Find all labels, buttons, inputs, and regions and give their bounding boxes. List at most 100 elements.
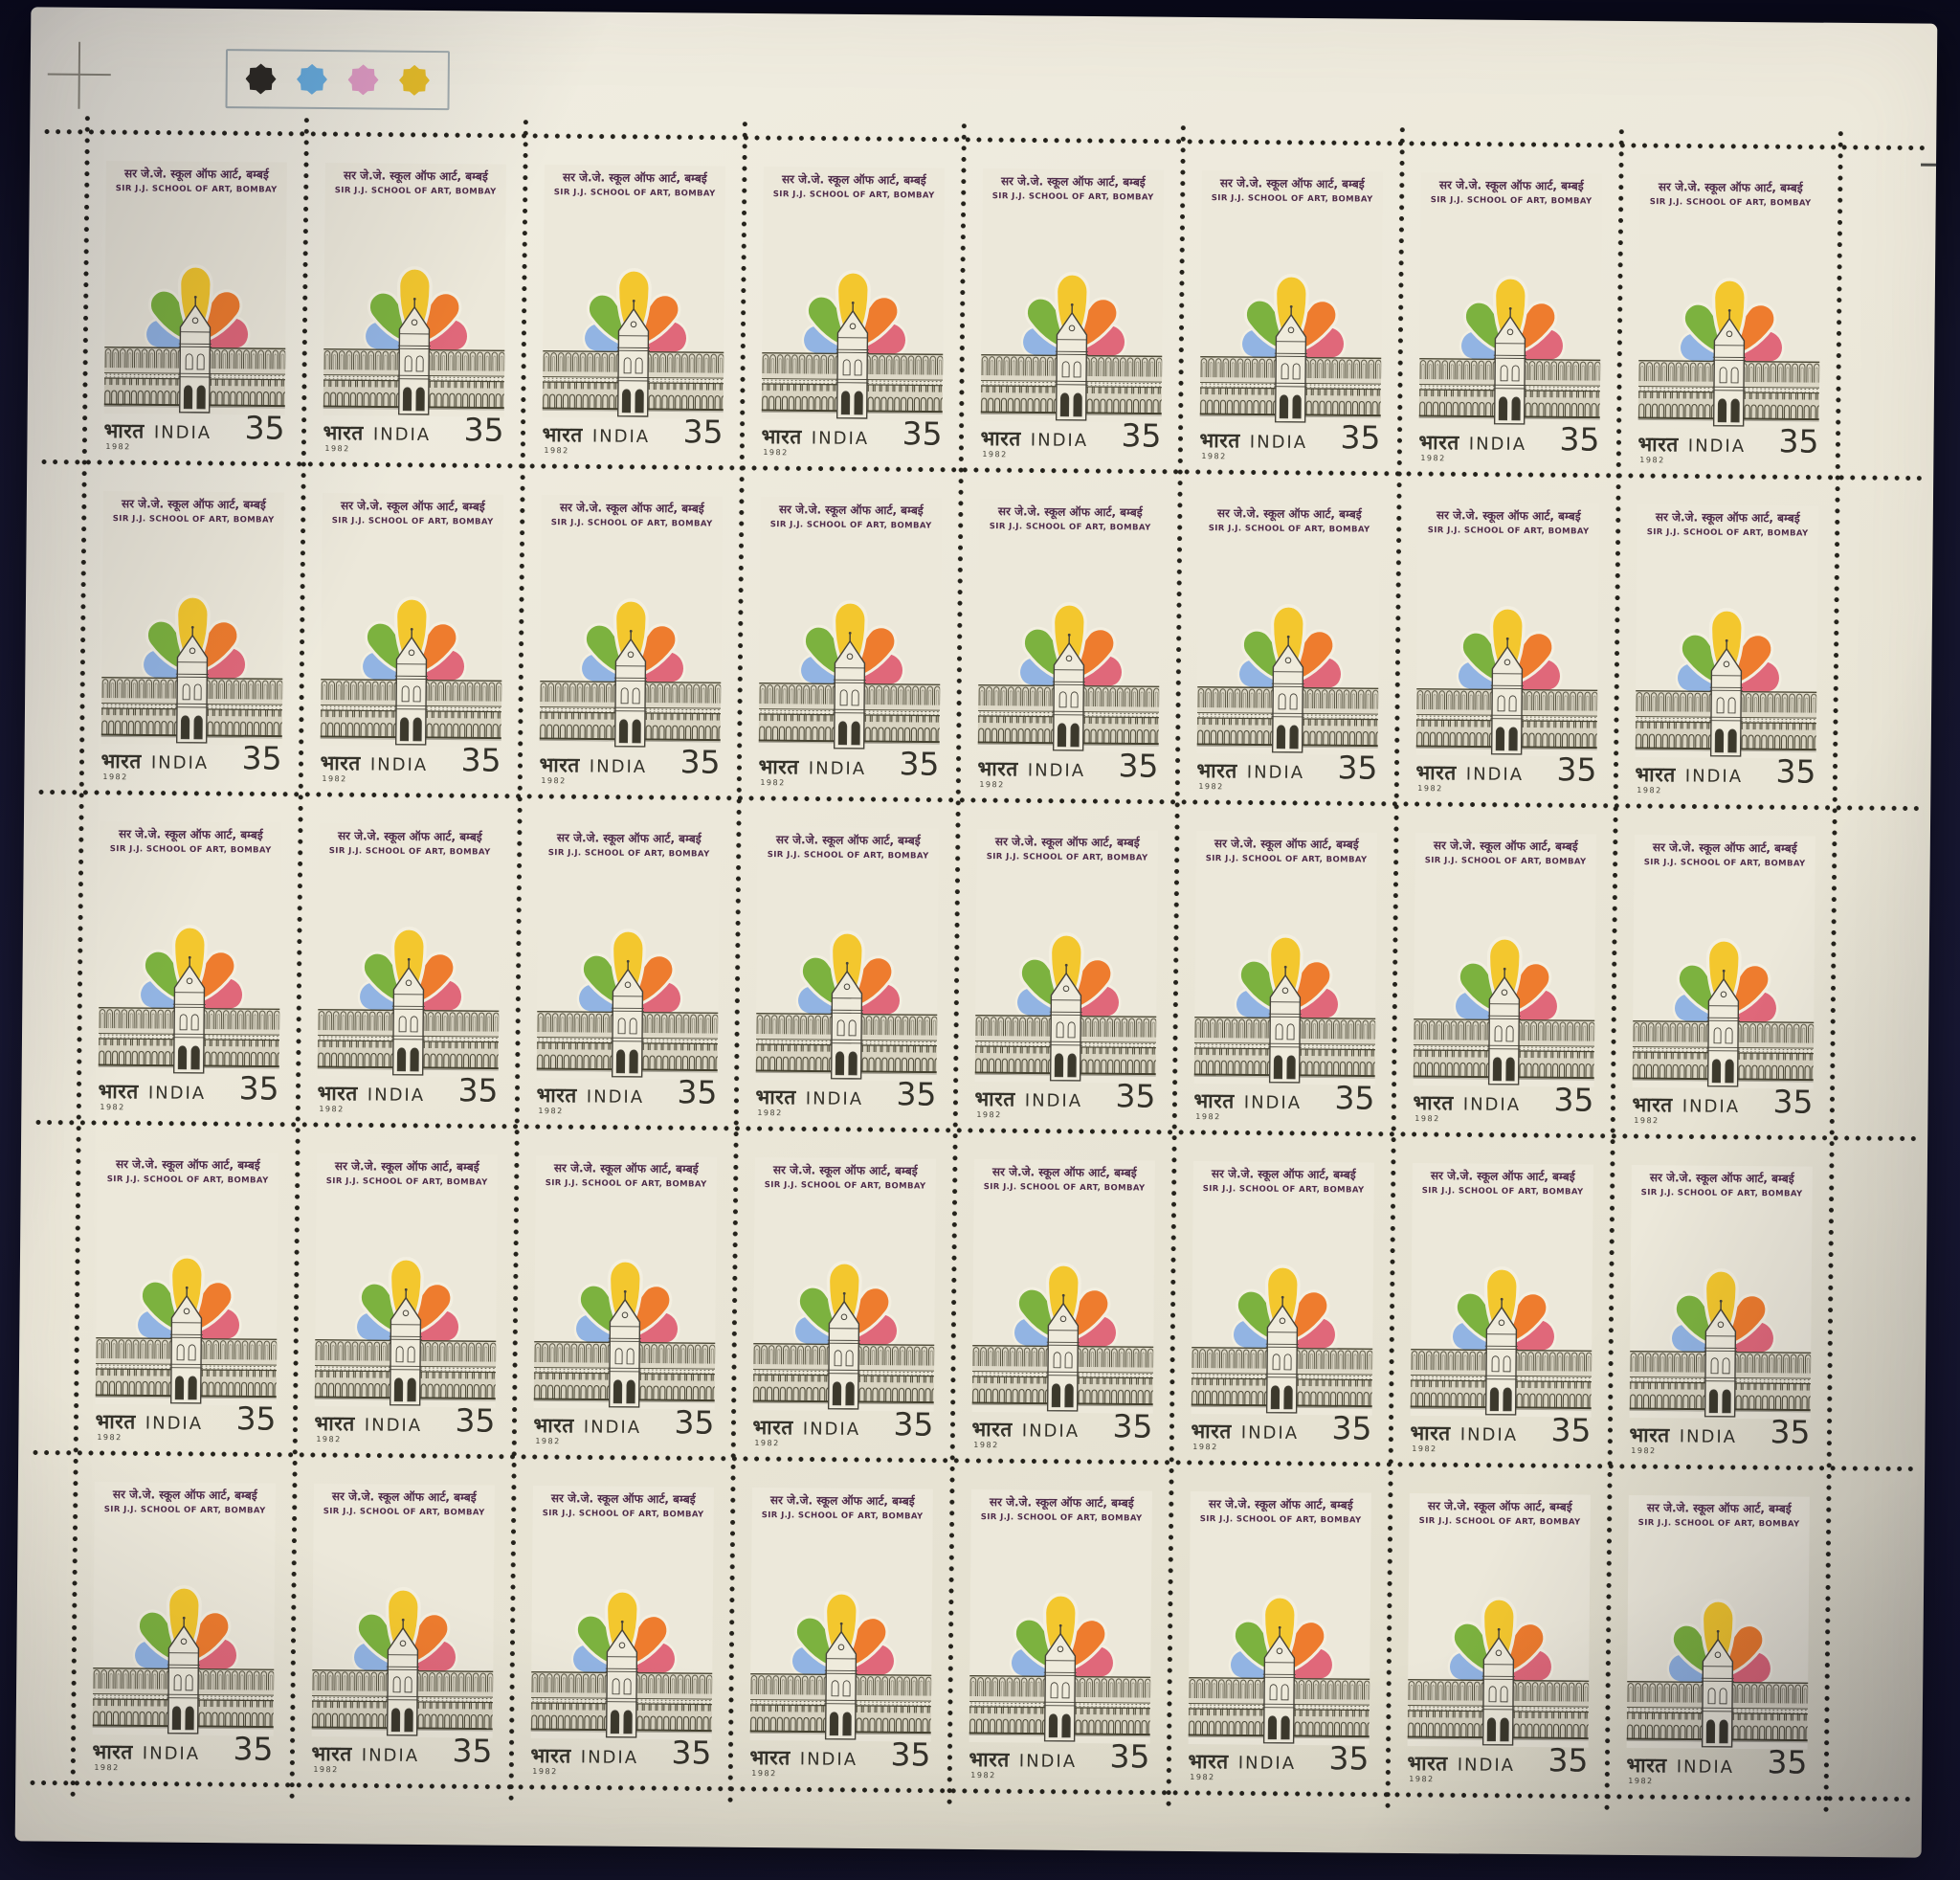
stamp-english-title: SIR J.J. SCHOOL OF ART, BOMBAY <box>331 516 494 527</box>
stamp-english-title: SIR J.J. SCHOOL OF ART, BOMBAY <box>1640 1188 1803 1199</box>
stamp-country-english: INDIA <box>150 752 210 773</box>
stamp-english-title: SIR J.J. SCHOOL OF ART, BOMBAY <box>115 184 278 195</box>
stamp-country: भारत INDIA <box>317 1080 425 1108</box>
stamp-denomination-band: भारत INDIA 35 1982 <box>530 1734 711 1786</box>
stamp-english-title: SIR J.J. SCHOOL OF ART, BOMBAY <box>980 1512 1143 1524</box>
stamp-year: 1982 <box>1417 784 1443 794</box>
stamp-country-hindi: भारत <box>1188 1749 1229 1774</box>
stamp: सर जे.जे. स्कूल ऑफ आर्ट, बम्बई SIR J.J. … <box>73 1453 295 1785</box>
stamp-denomination-band: भारत INDIA 35 1982 <box>1188 1739 1369 1792</box>
stamp-design: सर जे.जे. स्कूल ऑफ आर्ट, बम्बई SIR J.J. … <box>97 821 282 1076</box>
stamp: सर जे.जे. स्कूल ऑफ आर्ट, बम्बई SIR J.J. … <box>1169 1463 1391 1795</box>
stamp-english-title: SIR J.J. SCHOOL OF ART, BOMBAY <box>772 190 935 201</box>
stamp-english-title: SIR J.J. SCHOOL OF ART, BOMBAY <box>328 846 491 858</box>
stamp-design: सर जे.जे. स्कूल ऑफ आर्ट, बम्बई SIR J.J. … <box>1625 1494 1811 1750</box>
stamp-country: भारत INDIA <box>1637 431 1746 459</box>
stamp-country-english: INDIA <box>1687 436 1747 457</box>
stamp-country: भारत INDIA <box>320 750 428 777</box>
stamp-denomination-band: भारत INDIA 35 1982 <box>755 1075 936 1128</box>
stamp-country: भारत INDIA <box>314 1410 422 1438</box>
stamp-denomination: 35 <box>457 1071 499 1109</box>
stamp-country-hindi: भारत <box>758 755 799 779</box>
stamp-english-title: SIR J.J. SCHOOL OF ART, BOMBAY <box>323 1507 485 1518</box>
stamp-country-english: INDIA <box>1030 430 1089 452</box>
stamp-artwork <box>313 1256 499 1408</box>
stamp-denomination: 35 <box>902 414 943 453</box>
stamp-english-title: SIR J.J. SCHOOL OF ART, BOMBAY <box>1649 197 1812 209</box>
stamp-english-title: SIR J.J. SCHOOL OF ART, BOMBAY <box>106 1175 269 1186</box>
stamp-country-english: INDIA <box>367 1085 426 1106</box>
stamp-country-hindi: भारत <box>92 1739 133 1764</box>
stamp-denomination-band: भारत INDIA 35 1982 <box>977 747 1158 799</box>
stamp: सर जे.जे. स्कूल ऑफ आर्ट, बम्बई SIR J.J. … <box>303 134 525 466</box>
stamp-year: 1982 <box>754 1438 780 1448</box>
stamp: सर जे.जे. स्कूल ऑफ आर्ट, बम्बई SIR J.J. … <box>520 466 742 798</box>
stamp-year: 1982 <box>316 1435 342 1444</box>
stamp: सर जे.जे. स्कूल ऑफ आर्ट, बम्बई SIR J.J. … <box>84 132 306 464</box>
stamp-country-hindi: भारत <box>749 1745 791 1770</box>
stamp-country-hindi: भारत <box>311 1741 352 1766</box>
stamp-design: सर जे.जे. स्कूल ऑफ आर्ट, बम्बई SIR J.J. … <box>102 161 288 415</box>
stamp-hindi-title: सर जे.जे. स्कूल ऑफ आर्ट, बम्बई <box>331 1489 477 1505</box>
stamp-denomination-band: भारत INDIA 35 1982 <box>92 1730 273 1782</box>
stamp-country-hindi: भारत <box>317 1081 358 1106</box>
stamp-hindi-title: सर जे.जे. स्कूल ऑफ आर्ट, बम्बई <box>123 167 269 182</box>
stamp-year: 1982 <box>1634 1116 1659 1126</box>
stamp-english-title: SIR J.J. SCHOOL OF ART, BOMBAY <box>103 1505 266 1516</box>
stamp-country-hindi: भारत <box>542 423 583 447</box>
stamp-country-english: INDIA <box>808 758 867 779</box>
stamp-country: भारत INDIA <box>980 425 1088 453</box>
stamp-design: सर जे.जे. स्कूल ऑफ आर्ट, बम्बई SIR J.J. … <box>1187 1490 1372 1746</box>
stamp-hindi-title: सर जे.जे. स्कूल ऑफ आर्ट, बम्बई <box>556 831 702 846</box>
stamp: सर जे.जे. स्कूल ऑफ आर्ट, बम्बई SIR J.J. … <box>742 138 964 470</box>
stamp-country-hindi: भारत <box>1415 761 1457 785</box>
stamp-artwork <box>1187 1594 1372 1746</box>
stamp-design: सर जे.जे. स्कूल ऑफ आर्ट, बम्बई SIR J.J. … <box>1412 833 1597 1087</box>
stamp-artwork <box>1190 1264 1375 1416</box>
stamp-year: 1982 <box>763 448 789 458</box>
stamp-year: 1982 <box>1198 782 1224 792</box>
stamp-denomination: 35 <box>1772 1083 1814 1121</box>
stamp: सर जे.जे. स्कूल ऑफ आर्ट, बम्बई SIR J.J. … <box>1618 145 1840 478</box>
stamp-country-hindi: भारत <box>1635 763 1676 787</box>
stamp-design: सर जे.जे. स्कूल ऑफ आर्ट, बम्बई SIR J.J. … <box>748 1487 934 1742</box>
stamp-hindi-title: सर जे.जे. स्कूल ऑफ आर्ट, बम्बई <box>1652 840 1797 856</box>
stamp-denomination-band: भारत INDIA 35 1982 <box>1191 1409 1371 1462</box>
stamp-design: सर जे.जे. स्कूल ऑफ आर्ट, बम्बई SIR J.J. … <box>1628 1164 1814 1420</box>
stamp-country-english: INDIA <box>1240 1422 1300 1444</box>
stamp-country: भारत INDIA <box>1193 1087 1302 1115</box>
stamp-country-hindi: भारत <box>323 421 364 445</box>
stamp-country-hindi: भारत <box>320 751 361 775</box>
stamp-country: भारत INDIA <box>1418 429 1526 457</box>
stamp-artwork <box>1631 937 1816 1089</box>
stamp-year: 1982 <box>1420 454 1446 463</box>
stamp-hindi-title: सर जे.जे. स्कूल ऑफ आर्ट, बम्बई <box>1000 174 1146 190</box>
stamp-country-hindi: भारत <box>761 425 802 449</box>
stamp-artwork <box>316 926 501 1078</box>
stamp-design: सर जे.जे. स्कूल ऑफ आर्ट, बम्बई SIR J.J. … <box>973 829 1159 1084</box>
stamp-hindi-title: सर जे.जे. स्कूल ऑफ आर्ट, बम्बई <box>562 170 707 186</box>
stamp-artwork <box>310 1586 496 1738</box>
stamp-country-english: INDIA <box>145 1413 204 1434</box>
stamp-denomination: 35 <box>890 1735 931 1774</box>
stamp-year: 1982 <box>94 1762 120 1773</box>
stamp-country-hindi: भारत <box>1629 1422 1670 1447</box>
stamp-denomination-band: भारत INDIA 35 1982 <box>980 416 1161 469</box>
stamp-design: सर जे.जे. स्कूल ऑफ आर्ट, बम्बई SIR J.J. … <box>316 823 501 1078</box>
stamp-country: भारत INDIA <box>533 1412 641 1440</box>
stamp-year: 1982 <box>105 442 131 452</box>
stamp-year: 1982 <box>751 1768 777 1779</box>
stamp-country-english: INDIA <box>1684 766 1744 787</box>
stamp-denomination: 35 <box>679 743 721 781</box>
stamp-year: 1982 <box>1412 1444 1437 1454</box>
stamp-artwork <box>535 928 721 1080</box>
stamp: सर जे.जे. स्कूल ऑफ आर्ट, बम्बई SIR J.J. … <box>301 464 523 796</box>
stamp-country-english: INDIA <box>1676 1757 1735 1778</box>
stamp-english-title: SIR J.J. SCHOOL OF ART, BOMBAY <box>547 848 710 860</box>
stamp-denomination: 35 <box>899 745 940 783</box>
stamp: सर जे.जे. स्कूल ऑफ आर्ट, बम्बई SIR J.J. … <box>78 793 301 1125</box>
stamp-country: भारत INDIA <box>749 1744 858 1772</box>
stamp-country: भारत INDIA <box>761 423 869 451</box>
stamp-denomination-band: भारत INDIA 35 1982 <box>971 1407 1152 1460</box>
stamp-design: सर जे.जे. स्कूल ऑफ आर्ट, बम्बई SIR J.J. … <box>1417 172 1603 427</box>
